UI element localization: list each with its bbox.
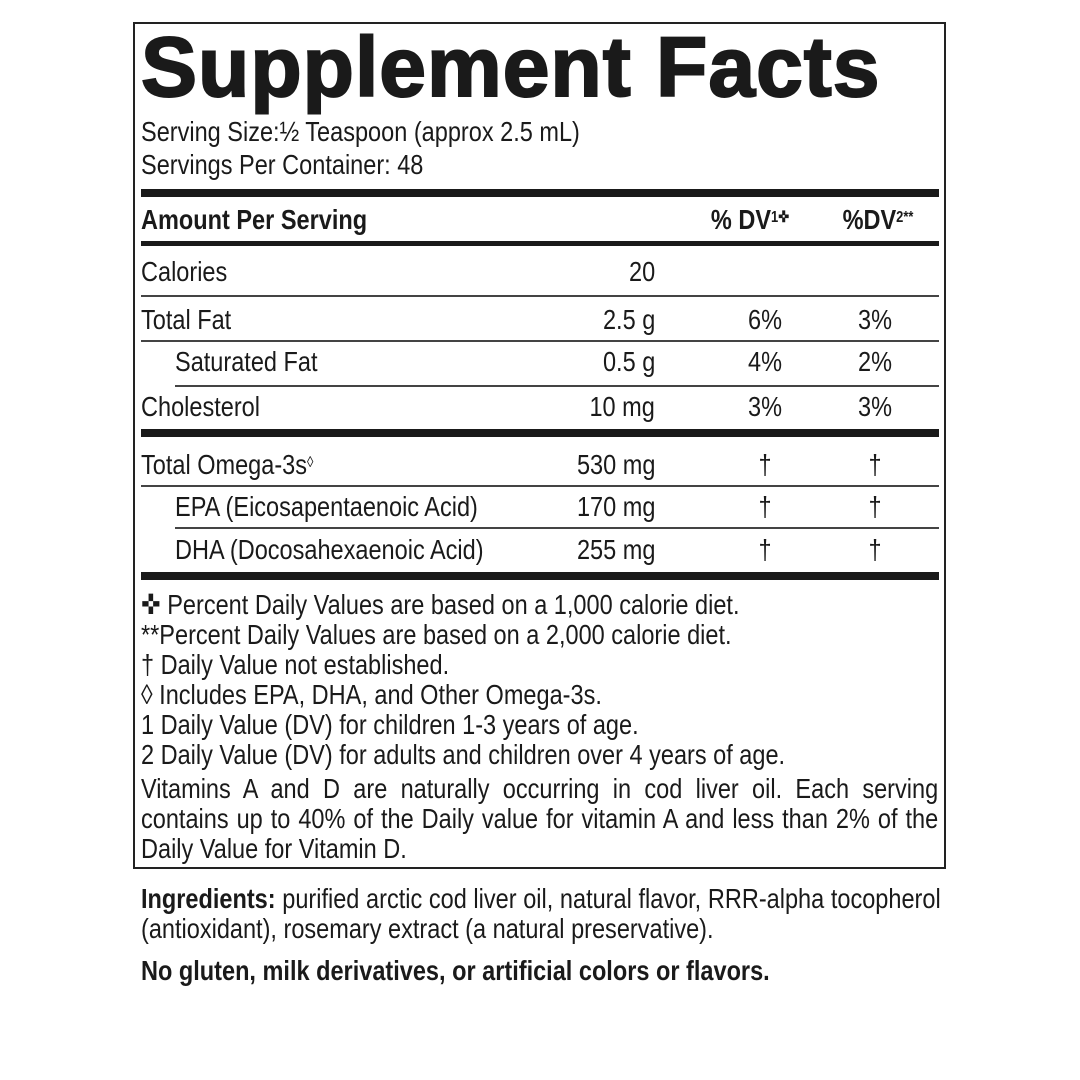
header-dv2: %DV2**	[828, 204, 929, 236]
footnote: ◊ Includes EPA, DHA, and Other Omega-3s.	[141, 679, 602, 710]
row-dv1: 4%	[748, 346, 782, 377]
header-dv1-label: % DV	[710, 204, 772, 235]
row-name: Calories	[141, 256, 227, 288]
divider-medium	[141, 241, 939, 246]
row-amount: 10 mg	[589, 391, 655, 422]
row-amount: 530 mg	[576, 449, 655, 480]
allergen-statement: No gluten, milk derivatives, or artifici…	[141, 955, 770, 986]
header-dv2-label: %DV	[842, 204, 897, 235]
omega-footnote-mark: ◊	[307, 454, 314, 471]
row-name: Total Fat	[141, 304, 231, 336]
ingredients-label: Ingredients:	[141, 883, 276, 914]
row-divider	[175, 385, 939, 387]
divider-thick	[141, 189, 939, 197]
row-dv1: †	[758, 534, 772, 565]
row-dv2: 3%	[858, 304, 892, 335]
footnote: ✜ Percent Daily Values are based on a 1,…	[141, 589, 740, 620]
divider-thick	[141, 429, 939, 437]
row-name: Total Omega-3s◊	[141, 449, 313, 481]
panel-title: Supplement Facts	[140, 20, 881, 114]
row-divider	[141, 485, 939, 487]
row-name-text: Total Omega-3s	[141, 449, 308, 480]
row-divider	[141, 340, 939, 342]
row-dv2: †	[868, 491, 882, 522]
row-amount: 2.5 g	[602, 304, 655, 335]
row-dv2: †	[868, 449, 882, 480]
header-dv2-sup: 2**	[896, 209, 914, 226]
divider-thick	[141, 572, 939, 580]
header-amount: Amount Per Serving	[141, 204, 368, 235]
row-name-text: Cholesterol	[141, 391, 260, 422]
row-dv2: 3%	[858, 391, 892, 422]
footnote: 1 Daily Value (DV) for children 1-3 year…	[141, 709, 639, 740]
row-dv1: 6%	[748, 304, 782, 335]
row-name: EPA (Eicosapentaenoic Acid)	[175, 491, 478, 523]
row-name-text: Calories	[141, 256, 228, 287]
header-dv1-sup: 1✜	[771, 209, 790, 226]
row-dv2: †	[868, 534, 882, 565]
serving-size: Serving Size:½ Teaspoon (approx 2.5 mL)	[141, 116, 580, 147]
row-dv1: 3%	[748, 391, 782, 422]
row-dv2: 2%	[858, 346, 892, 377]
ingredients-text: purified arctic cod liver oil, natural f…	[141, 883, 941, 944]
row-dv1: †	[758, 491, 772, 522]
facts-panel-border	[133, 22, 946, 869]
footnote: **Percent Daily Values are based on a 2,…	[141, 619, 732, 650]
row-amount: 255 mg	[576, 534, 655, 565]
row-name-text: EPA (Eicosapentaenoic Acid)	[175, 491, 478, 522]
row-amount: 170 mg	[576, 491, 655, 522]
vitamin-note: Vitamins A and D are naturally occurring…	[141, 773, 939, 864]
row-divider	[141, 295, 939, 297]
row-amount: 0.5 g	[602, 346, 655, 377]
row-name: DHA (Docosahexaenoic Acid)	[175, 534, 484, 566]
row-divider	[175, 527, 939, 529]
ingredients: Ingredients: purified arctic cod liver o…	[141, 884, 941, 944]
footnote: † Daily Value not established.	[141, 649, 450, 680]
row-name-text: Total Fat	[141, 304, 232, 335]
servings-per-container: Servings Per Container: 48	[141, 149, 424, 180]
row-name: Saturated Fat	[175, 346, 318, 378]
row-dv1: †	[758, 449, 772, 480]
header-dv1: % DV1✜	[700, 204, 801, 236]
row-name: Cholesterol	[141, 391, 260, 423]
footnotes: ✜ Percent Daily Values are based on a 1,…	[141, 590, 785, 770]
row-amount: 20	[628, 256, 655, 287]
row-name-text: Saturated Fat	[175, 346, 318, 377]
footnote: 2 Daily Value (DV) for adults and childr…	[141, 739, 786, 770]
row-name-text: DHA (Docosahexaenoic Acid)	[175, 534, 484, 565]
